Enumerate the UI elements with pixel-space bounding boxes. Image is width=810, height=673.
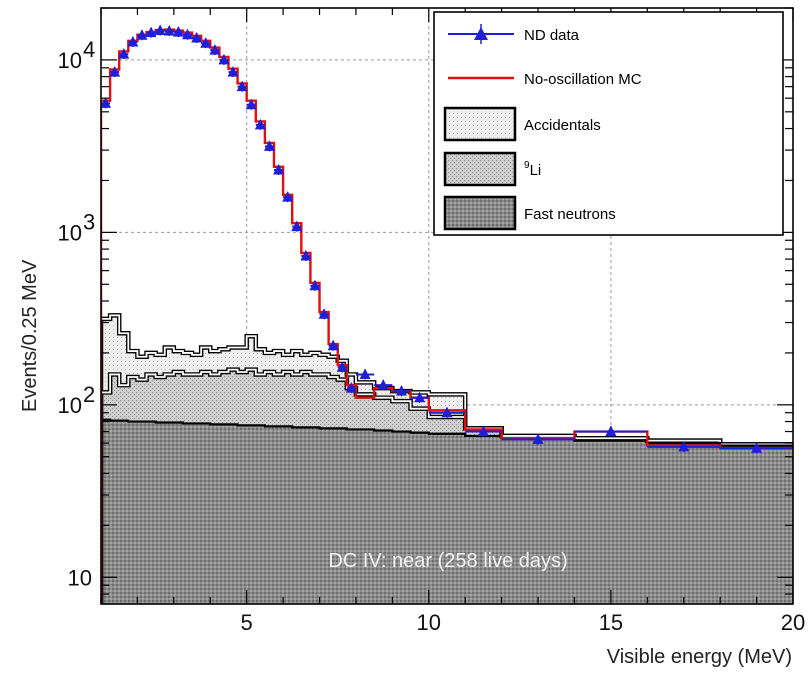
- data-point-marker: [182, 28, 193, 40]
- y-axis-title: Events/0.25 MeV: [19, 259, 41, 412]
- data-point-marker: [327, 339, 339, 351]
- data-point-marker: [163, 25, 175, 36]
- y-tick-exponent: 2: [83, 382, 95, 407]
- legend-label: No-oscillation MC: [524, 71, 642, 88]
- data-point-marker: [227, 66, 239, 77]
- x-tick-label: 15: [599, 610, 623, 635]
- data-point-marker: [377, 379, 389, 390]
- x-tick-label: 5: [241, 610, 253, 635]
- li9-outline-inner: [101, 368, 793, 604]
- legend-label: Fast neutrons: [524, 206, 616, 223]
- data-point-marker: [136, 29, 148, 40]
- legend-swatch: [443, 195, 517, 231]
- y-tick-label: 10: [68, 565, 92, 590]
- data-points: [100, 24, 793, 454]
- data-point-marker: [605, 425, 617, 437]
- y-tick-label: 10: [58, 393, 82, 418]
- histogram-outlines: [101, 313, 793, 604]
- data-point-marker: [395, 385, 407, 396]
- y-tick-exponent: 4: [83, 37, 95, 62]
- axis-ticks: [100, 7, 794, 605]
- data-point-marker: [154, 24, 166, 36]
- x-tick-labels: 5 10 15 20: [241, 610, 806, 635]
- annotation-label: DC IV: near (258 live days): [328, 550, 567, 572]
- data-point-marker: [291, 220, 303, 232]
- data-point-marker: [345, 382, 357, 393]
- data-point-marker: [100, 97, 112, 108]
- legend-swatch: [443, 106, 517, 142]
- stacked-areas: [101, 315, 793, 604]
- data-point-marker: [300, 249, 312, 261]
- y-tick-exponent: 3: [83, 209, 95, 234]
- legend-label: Accidentals: [524, 117, 601, 134]
- x-tick-label: 20: [781, 610, 805, 635]
- data-point-marker: [309, 279, 321, 291]
- x-tick-label: 10: [417, 610, 441, 635]
- data-point-marker: [118, 48, 130, 59]
- legend: ND data No-oscillation MC Accidentals 9Li Fa…: [433, 11, 784, 236]
- data-point-marker: [191, 31, 203, 43]
- fast-neutrons-outline: [101, 418, 793, 604]
- y-tick-label: 10: [58, 220, 82, 245]
- data-point-marker: [109, 66, 121, 77]
- data-point-marker: [273, 163, 285, 175]
- data-point-marker: [254, 118, 266, 130]
- data-point-marker: [751, 442, 763, 453]
- data-point-marker: [218, 53, 230, 65]
- legend-swatch: [443, 151, 517, 187]
- legend-label-superscript: 9: [524, 160, 530, 171]
- data-point-marker: [282, 191, 294, 202]
- data-point-marker: [245, 98, 257, 110]
- data-point-marker: [263, 140, 275, 151]
- data-point-marker: [441, 406, 453, 418]
- legend-label-text: Li: [530, 162, 542, 179]
- data-point-marker: [359, 368, 371, 379]
- y-tick-label: 10: [58, 48, 82, 73]
- data-point-marker: [236, 80, 248, 92]
- data-point-marker: [172, 26, 184, 37]
- data-point-marker: [336, 361, 348, 372]
- legend-data-marker: [474, 27, 488, 40]
- data-point-marker: [678, 440, 690, 452]
- data-point-marker: [145, 26, 157, 38]
- legend-label: ND data: [524, 27, 580, 44]
- legend-label: 9Li: [524, 160, 541, 179]
- fast-neutrons-area: [101, 419, 793, 604]
- data-point-marker: [532, 433, 544, 444]
- data-point-marker: [127, 36, 139, 47]
- data-point-marker: [414, 391, 426, 403]
- data-point-marker: [200, 37, 212, 48]
- x-axis-title: Visible energy (MeV): [607, 646, 792, 668]
- data-point-marker: [318, 308, 330, 319]
- plot-frame: [100, 7, 794, 605]
- data-point-marker: [209, 44, 221, 55]
- data-point-marker: [477, 425, 489, 437]
